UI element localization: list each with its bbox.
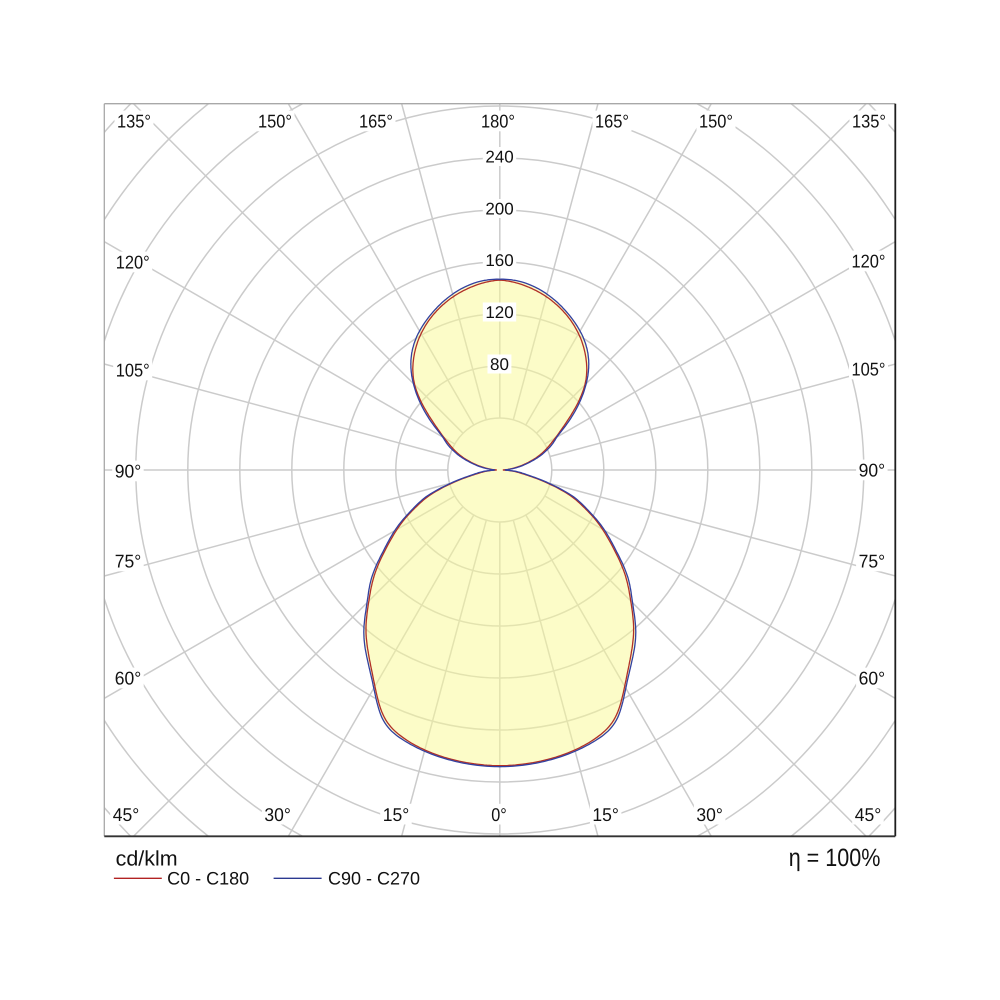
svg-text:45°: 45° (855, 804, 882, 825)
svg-text:135°: 135° (117, 111, 151, 132)
svg-text:90°: 90° (115, 461, 142, 482)
svg-text:200: 200 (485, 200, 513, 219)
svg-text:cd/klm: cd/klm (116, 848, 178, 871)
svg-text:165°: 165° (595, 111, 629, 132)
svg-text:160: 160 (485, 251, 513, 270)
svg-text:240: 240 (485, 148, 513, 167)
svg-text:150°: 150° (258, 111, 292, 132)
svg-text:η = 100%: η = 100% (789, 844, 881, 872)
svg-text:105°: 105° (852, 359, 886, 380)
svg-text:75°: 75° (859, 551, 886, 572)
svg-text:120: 120 (485, 303, 513, 322)
svg-text:165°: 165° (359, 111, 393, 132)
svg-text:135°: 135° (852, 111, 886, 132)
svg-text:C90 - C270: C90 - C270 (328, 868, 420, 888)
svg-text:60°: 60° (859, 668, 886, 689)
svg-text:C0 - C180: C0 - C180 (167, 868, 249, 888)
svg-text:180°: 180° (481, 111, 515, 132)
svg-text:15°: 15° (592, 804, 619, 825)
svg-text:75°: 75° (115, 551, 142, 572)
svg-text:30°: 30° (696, 804, 723, 825)
svg-text:120°: 120° (852, 251, 886, 272)
svg-text:80: 80 (490, 355, 509, 374)
svg-text:150°: 150° (699, 111, 733, 132)
svg-text:45°: 45° (113, 804, 140, 825)
svg-text:105°: 105° (116, 360, 150, 381)
svg-text:30°: 30° (264, 804, 291, 825)
svg-text:120°: 120° (116, 252, 150, 273)
svg-text:15°: 15° (383, 804, 410, 825)
svg-text:0°: 0° (491, 804, 507, 825)
svg-text:90°: 90° (859, 460, 886, 481)
svg-text:60°: 60° (115, 668, 142, 689)
